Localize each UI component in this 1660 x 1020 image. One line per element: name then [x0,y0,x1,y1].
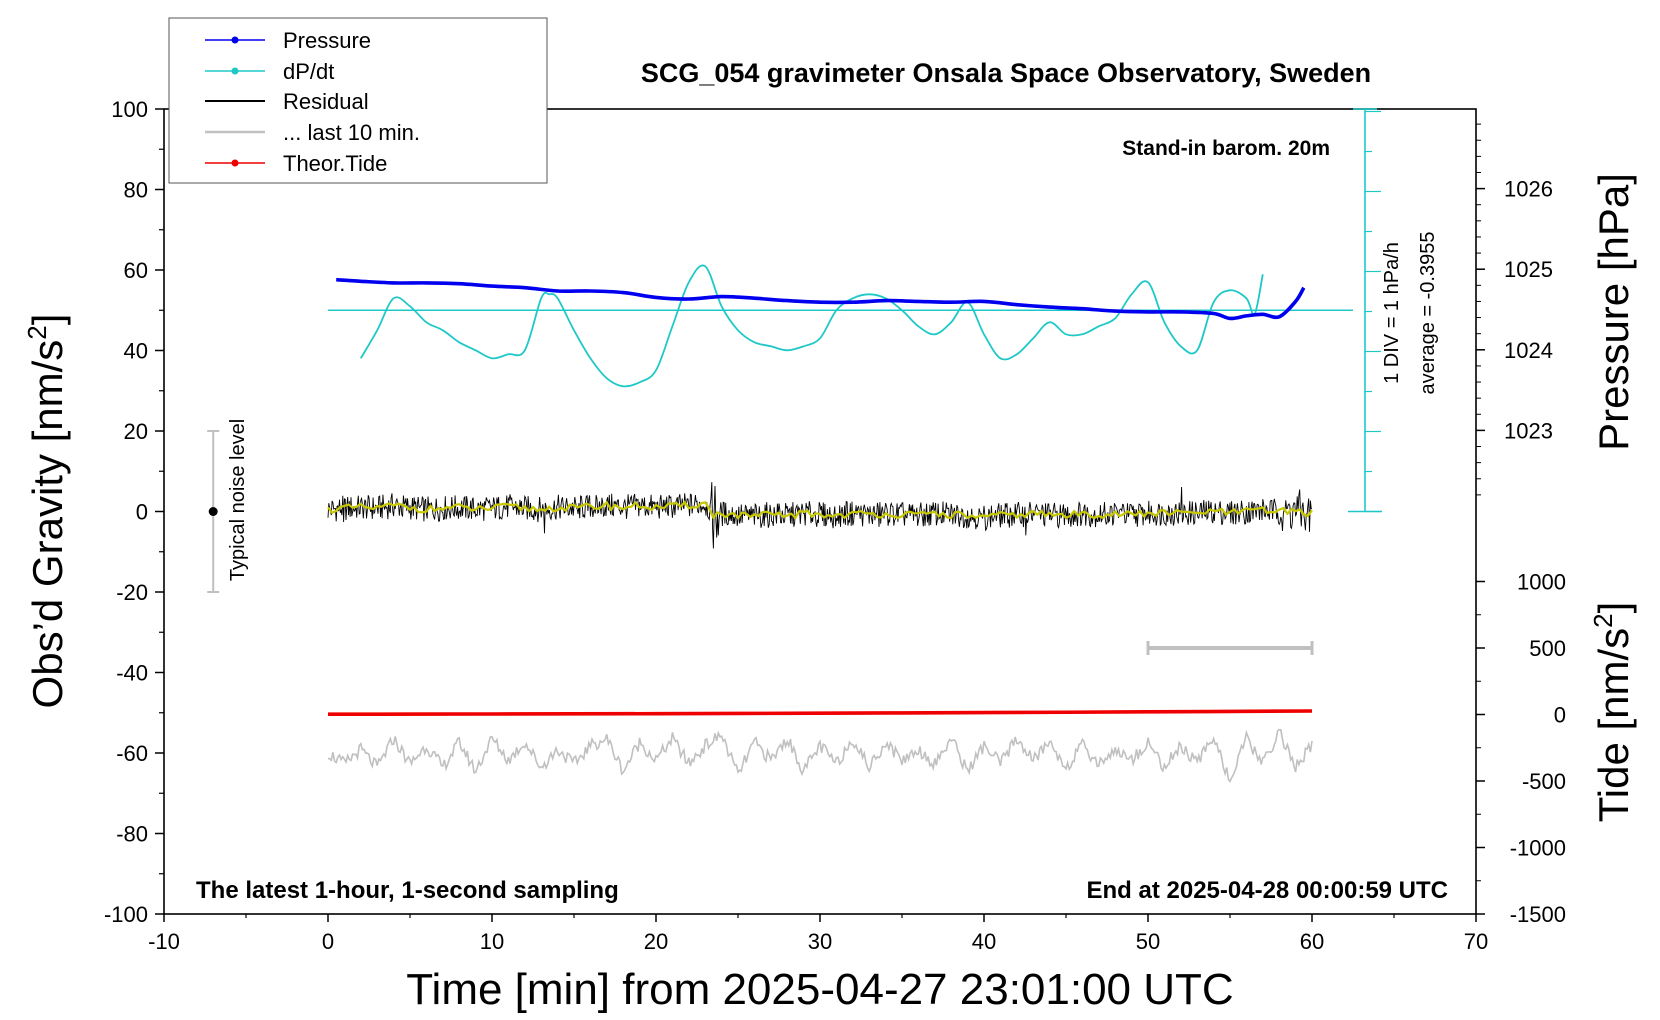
tide-tick-label: -1500 [1510,902,1566,927]
last-10-min-bracket [1146,641,1314,655]
legend: Pressure dP/dt Residual ... last 10 min.… [168,17,548,184]
series-residual [327,482,1313,549]
series-dpdt [360,264,1264,388]
series-theor-tide [327,709,1313,716]
div-note: 1 DIV = 1 hPa/h [1381,242,1403,384]
noise-level-label: Typical noise level [227,419,249,581]
y-tick-label: -40 [116,661,148,686]
legend-marker-pressure [231,36,239,44]
y-tick-label: 40 [124,339,148,364]
legend-marker-tide [231,159,239,167]
last-10-min-line [327,728,1313,783]
tide-tick-label: -500 [1522,769,1566,794]
dpdt-line [360,264,1264,388]
pressure-tick-label: 1023 [1504,418,1553,443]
residual-line [327,482,1313,549]
y-axis-label-pressure: Pressure [hPa] [1590,173,1637,451]
x-tick-label: 70 [1464,929,1488,954]
legend-label-tide: Theor.Tide [283,151,387,176]
legend-marker-dpdt [231,67,239,75]
y-axis-label-tide: Tide [nm/s2] [1588,602,1637,823]
pressure-tick-label: 1024 [1504,338,1553,363]
pressure-tick-label: 1025 [1504,257,1553,282]
x-tick-label: 20 [644,929,668,954]
tide-line [327,709,1313,716]
average-note: average = -0.3955 [1417,232,1439,395]
x-tick-label: 50 [1136,929,1160,954]
pressure-axis-ticks: 1026 1025 1024 1023 [1476,123,1553,496]
legend-label-pressure: Pressure [283,28,371,53]
tide-axis-ticks: 1000 500 0 -500 -1000 -1500 [1476,570,1566,927]
y-tick-label: 20 [124,419,148,444]
y-tick-label: 100 [111,97,148,122]
y-axis-label-left: Obs’d Gravity [nm/s2] [22,314,71,709]
legend-label-residual: Residual [283,89,369,114]
y-tick-label: -60 [116,741,148,766]
noise-center-dot [208,507,218,516]
y-tick-label: -20 [116,580,148,605]
y-tick-label: 0 [136,500,148,525]
x-tick-label: 10 [480,929,504,954]
x-tick-label: 40 [972,929,996,954]
x-axis-label: Time [min] from 2025-04-27 23:01:00 UTC [406,965,1233,1014]
tide-tick-label: 0 [1554,703,1566,728]
residual-smoothed-line [327,500,1313,520]
x-tick-label: 60 [1300,929,1324,954]
tide-tick-label: -1000 [1510,836,1566,861]
end-time-note: End at 2025-04-28 00:00:59 UTC [1087,877,1449,904]
pressure-tick-label: 1026 [1504,177,1553,202]
x-tick-label: -10 [148,929,180,954]
y-tick-label: -100 [104,902,148,927]
sampling-note: The latest 1-hour, 1-second sampling [196,877,619,904]
chart-title: SCG_054 gravimeter Onsala Space Observat… [641,58,1371,88]
x-tick-label: 0 [322,929,334,954]
series-last-10-min [327,728,1313,783]
legend-label-last10: ... last 10 min. [283,120,420,145]
legend-label-dpdt: dP/dt [283,59,334,84]
y-tick-label: 60 [124,258,148,283]
series-pressure [336,277,1306,321]
noise-level-marker [207,430,220,593]
tide-tick-label: 500 [1529,636,1566,661]
y-tick-label: 80 [124,178,148,203]
barometer-note: Stand-in barom. 20m [1122,137,1330,160]
pressure-line [336,277,1306,321]
x-tick-label: 30 [808,929,832,954]
tide-tick-label: 1000 [1517,570,1566,595]
x-axis-ticks: -10 0 10 20 30 40 50 60 70 [148,914,1488,954]
plot-frame [163,108,1477,915]
y-tick-label: -80 [116,822,148,847]
y-axis-ticks: 100 80 60 40 20 0 -20 -40 -60 -80 -100 [104,97,164,927]
